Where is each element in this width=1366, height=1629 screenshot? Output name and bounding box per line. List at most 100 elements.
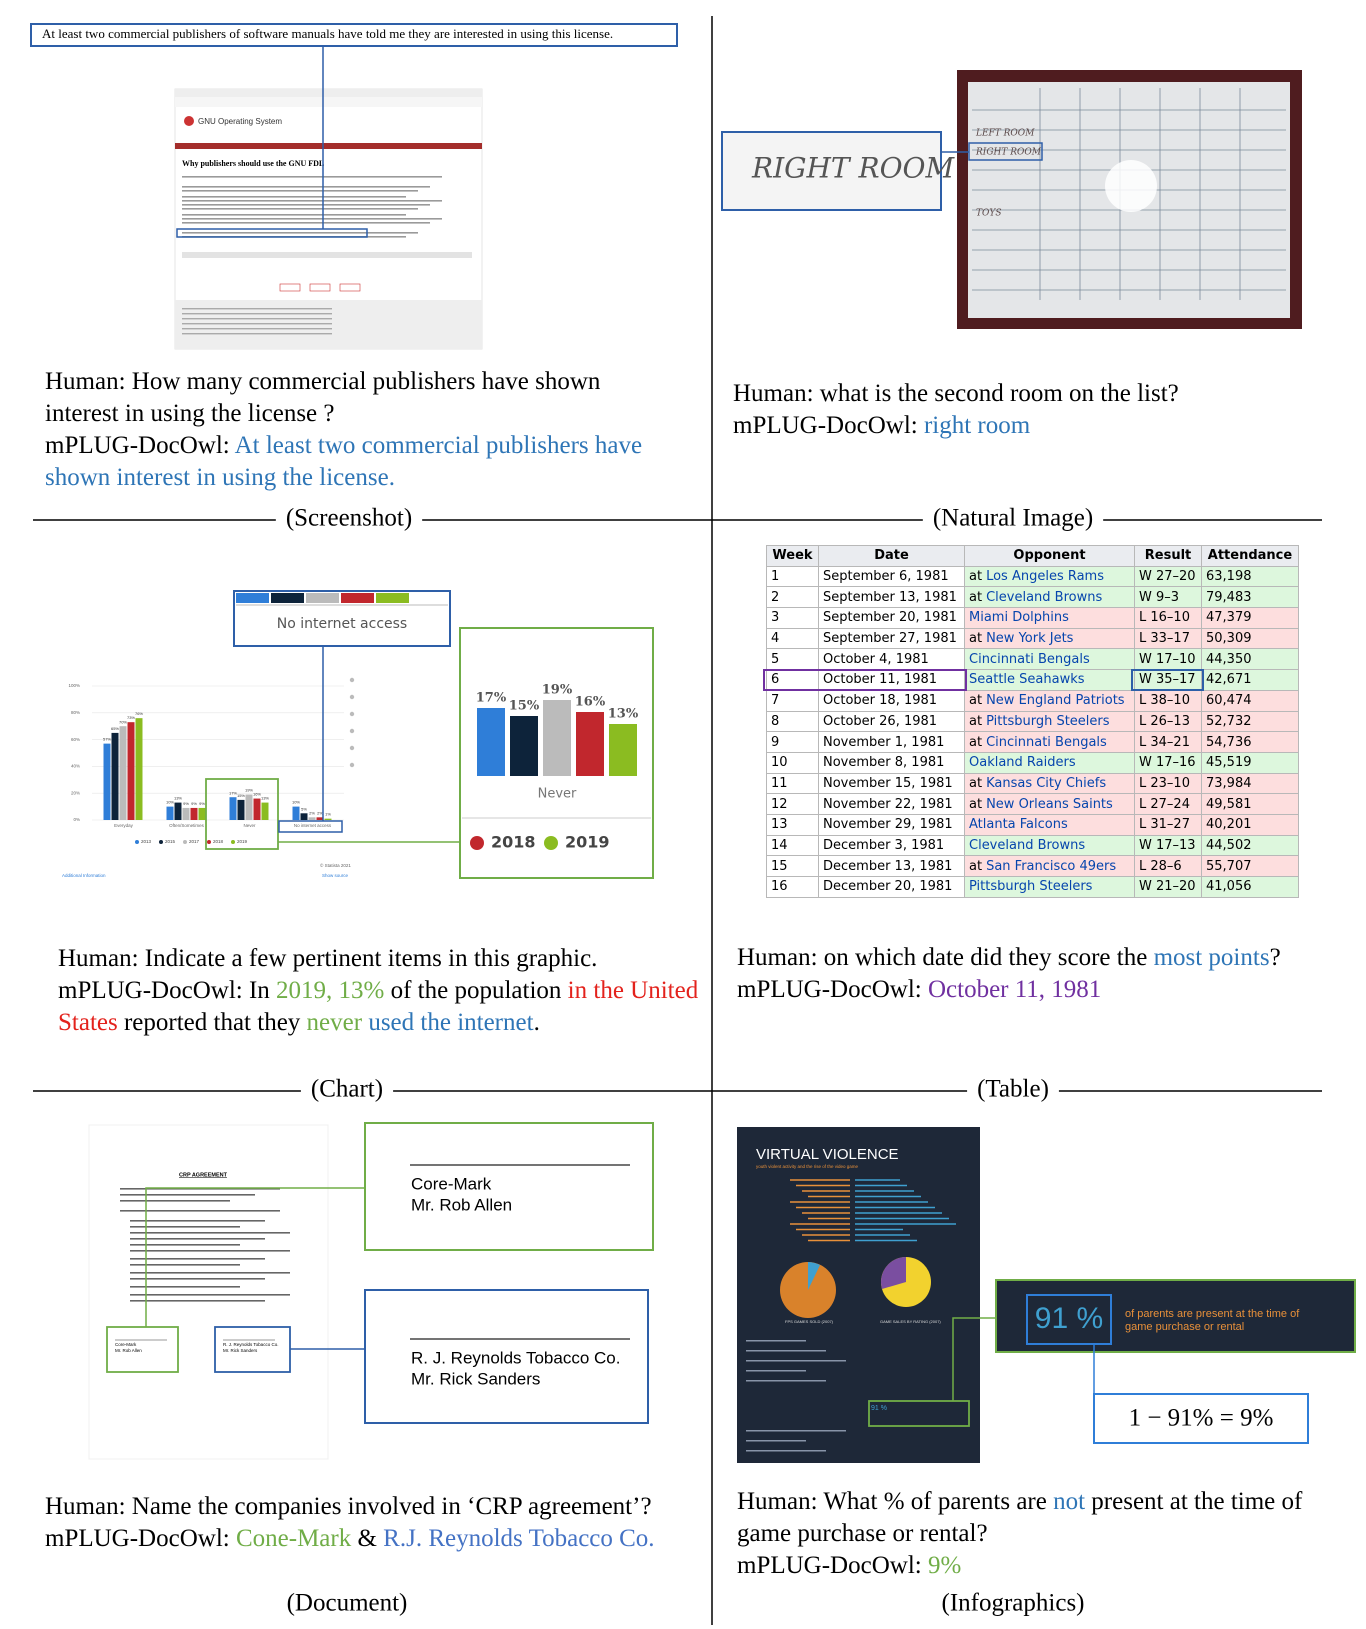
- legend-swatch: [207, 840, 211, 844]
- side-icon: [349, 711, 355, 717]
- table-cell: at New England Patriots: [964, 689, 1135, 712]
- table-cell: Cleveland Browns: [964, 834, 1135, 857]
- infographic: [737, 1127, 980, 1463]
- text-line: [130, 1286, 240, 1288]
- legend-label: 2015: [165, 839, 176, 844]
- team-name: Cincinnati Bengals: [969, 651, 1090, 667]
- gnu-logo: [184, 116, 194, 126]
- table-cell: at New Orleans Saints: [964, 793, 1135, 815]
- value-label: 70%: [119, 719, 127, 724]
- answer-text: October 11, 1981: [927, 976, 1102, 1003]
- doc-title: CRP AGREEMENT: [179, 1172, 228, 1178]
- value-label: 19%: [245, 788, 253, 793]
- venue-prefix: at: [969, 775, 983, 791]
- text-line: [130, 1244, 240, 1246]
- bar: [127, 722, 135, 820]
- question: Human: Name the companies involved in ‘C…: [45, 1491, 710, 1523]
- category-label: Never: [538, 787, 577, 802]
- calculation: 1 − 91% = 9%: [1129, 1405, 1274, 1432]
- x-tick-label: Everyday: [114, 823, 134, 828]
- answer-text: never: [306, 1009, 363, 1036]
- table-cell: 45,519: [1201, 751, 1299, 774]
- bar: [316, 817, 324, 820]
- bar: [510, 716, 538, 776]
- header-cell: Date: [818, 545, 965, 567]
- webpage-topbar: [175, 89, 482, 97]
- bar: [261, 802, 269, 820]
- table-cell: 47,379: [1201, 607, 1299, 629]
- table-cell: Cincinnati Bengals: [964, 648, 1135, 671]
- table-cell: November 8, 1981: [818, 751, 965, 774]
- table-cell: Miami Dolphins: [964, 607, 1135, 629]
- team-name: New York Jets: [986, 631, 1074, 647]
- table-cell: at Cincinnati Bengals: [964, 731, 1135, 753]
- value-label: 17%: [476, 691, 507, 706]
- table-cell: October 4, 1981: [818, 648, 965, 671]
- table-cell: November 22, 1981: [818, 793, 965, 815]
- answer-text: .: [533, 1009, 540, 1036]
- value-label: 13%: [261, 796, 269, 801]
- team-name: Cleveland Browns: [986, 589, 1103, 605]
- value-label: 5%: [301, 806, 307, 811]
- bar: [576, 712, 604, 776]
- value-label: 57%: [103, 737, 111, 742]
- answer-text: of the population: [384, 977, 568, 1004]
- caption: (Natural Image): [933, 505, 1093, 532]
- table-cell: 41,056: [1201, 876, 1299, 898]
- zoom-label: No internet access: [277, 616, 407, 632]
- qa-block: Human: What % of parents are not present…: [737, 1486, 1362, 1582]
- source: © Statista 2021: [320, 862, 351, 868]
- text-line: [130, 1250, 290, 1252]
- swatch: [341, 593, 374, 603]
- legend-label: 2018: [491, 833, 536, 852]
- table-cell: December 13, 1981: [818, 855, 965, 877]
- table-cell: 2: [766, 586, 819, 609]
- answer-text: mPLUG-DocOwl:: [733, 412, 924, 439]
- table-cell: at San Francisco 49ers: [964, 855, 1135, 877]
- table-cell: W 17–10: [1134, 648, 1202, 671]
- connector: [145, 1187, 365, 1327]
- legend-label: 2019: [565, 833, 610, 852]
- caption: (Table): [977, 1076, 1049, 1103]
- stat: 91 %: [1035, 1302, 1103, 1335]
- stat-text: game purchase or rental: [1125, 1321, 1244, 1333]
- table-cell: 73,984: [1201, 772, 1299, 795]
- text-line: [182, 323, 332, 325]
- answer-text: mPLUG-DocOwl:: [737, 976, 928, 1003]
- table-row: 7 October 18, 1981 at New England Patriots L…: [766, 689, 1299, 712]
- answer-text: right room: [923, 412, 1031, 439]
- value-label: 76%: [135, 711, 143, 716]
- highlight-box: [762, 668, 967, 692]
- bar: [253, 798, 261, 820]
- venue-prefix: at: [969, 734, 983, 750]
- team-name: San Francisco 49ers: [986, 858, 1117, 874]
- question-text: Human: on which date did they score the: [737, 944, 1154, 971]
- table-cell: 15: [766, 855, 819, 877]
- text-line: [130, 1232, 290, 1234]
- value-label: 10%: [166, 800, 174, 805]
- board-label: LEFT ROOM: [975, 129, 1035, 139]
- table-cell: November 29, 1981: [818, 813, 965, 836]
- question: Human: How many commercial publishers ha…: [45, 366, 675, 430]
- team-name: New Orleans Saints: [986, 796, 1113, 812]
- swatch: [236, 593, 269, 603]
- table-cell: 4: [766, 627, 819, 650]
- table-row: 16 December 20, 1981 Pittsburgh Steelers W …: [766, 876, 1299, 898]
- table-cell: 11: [766, 772, 819, 795]
- table-cell: L 31–27: [1134, 813, 1202, 836]
- table-row: 9 November 1, 1981 at Cincinnati Bengals L 3…: [766, 731, 1299, 753]
- text-line: [746, 1430, 846, 1432]
- connector: [952, 1317, 996, 1401]
- table-cell: L 28–6: [1134, 855, 1202, 877]
- table-cell: L 16–10: [1134, 607, 1202, 629]
- zoom-box: [721, 131, 942, 211]
- table-cell: at Los Angeles Rams: [964, 565, 1135, 588]
- table-cell: 7: [766, 689, 819, 712]
- answer: mPLUG-DocOwl: Cone-Mark & R.J. Reynolds …: [45, 1523, 710, 1555]
- qa-block: Human: How many commercial publishers ha…: [45, 366, 675, 494]
- value-label: 16%: [253, 792, 261, 797]
- table-cell: December 3, 1981: [818, 834, 965, 857]
- x-tick-label: No internet access: [294, 823, 332, 828]
- y-tick-label: 40%: [71, 764, 80, 769]
